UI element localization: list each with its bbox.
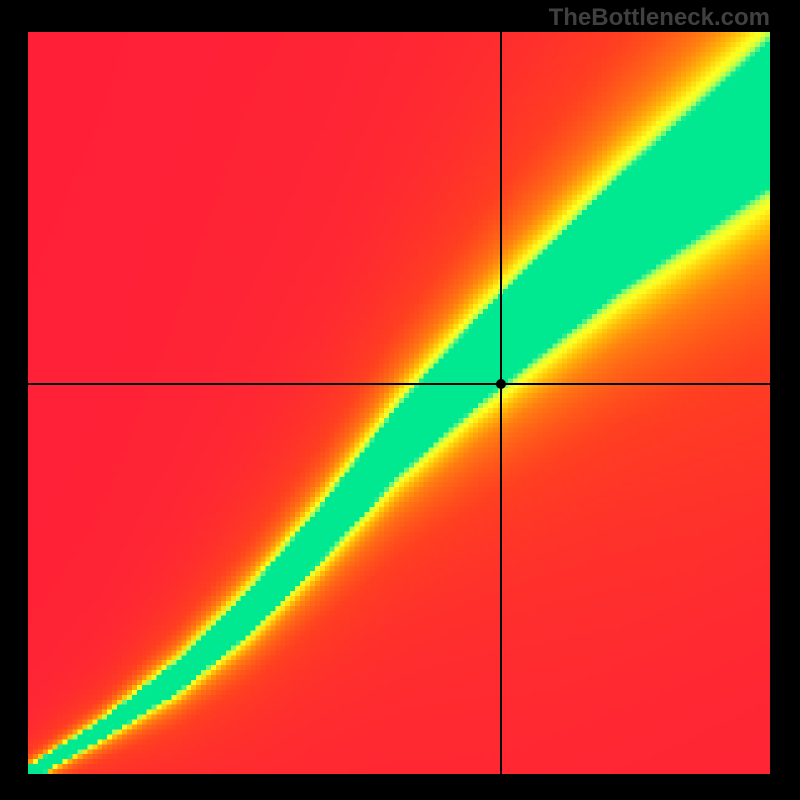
- crosshair-vertical: [500, 32, 502, 774]
- crosshair-horizontal: [28, 383, 770, 385]
- chart-stage: TheBottleneck.com: [0, 0, 800, 800]
- watermark-text: TheBottleneck.com: [549, 4, 770, 32]
- bottleneck-heatmap: [28, 32, 770, 774]
